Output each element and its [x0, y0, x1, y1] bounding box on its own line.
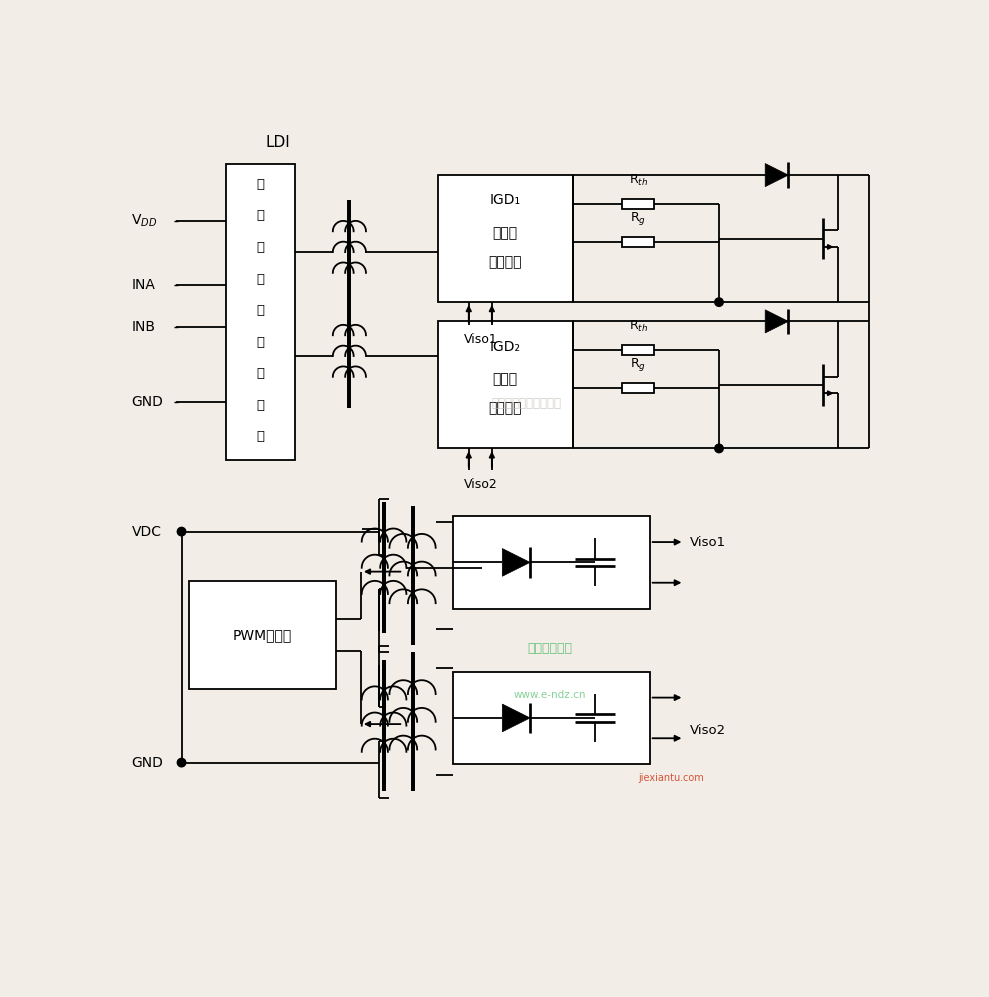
Text: 逻: 逻	[257, 177, 265, 190]
Text: Viso1: Viso1	[689, 535, 726, 548]
Bar	[622, 384, 655, 394]
Text: R$_{th}$: R$_{th}$	[629, 173, 648, 188]
Text: 智能栋: 智能栋	[493, 372, 518, 386]
Bar	[622, 345, 655, 355]
Text: 接: 接	[257, 399, 265, 412]
Text: 动: 动	[257, 304, 265, 317]
Circle shape	[177, 527, 186, 535]
Polygon shape	[502, 704, 530, 732]
Polygon shape	[502, 548, 530, 576]
Text: PWM振荡器: PWM振荡器	[232, 628, 292, 642]
Bar	[189, 581, 335, 689]
Bar	[622, 198, 655, 208]
Text: 电: 电	[257, 336, 265, 349]
Text: Viso2: Viso2	[464, 478, 497, 491]
Bar	[438, 175, 573, 302]
Circle shape	[715, 298, 723, 306]
Text: 口: 口	[257, 431, 265, 444]
Text: VDC: VDC	[132, 524, 161, 538]
Text: 路: 路	[257, 367, 265, 380]
Bar	[622, 237, 655, 247]
Text: IGD₂: IGD₂	[490, 340, 521, 354]
Polygon shape	[765, 310, 788, 333]
Text: GND: GND	[132, 756, 163, 770]
Text: Viso2: Viso2	[689, 724, 726, 737]
Text: www.e-ndz.cn: www.e-ndz.cn	[513, 690, 585, 700]
Text: V$_{DD}$: V$_{DD}$	[132, 213, 157, 229]
Text: LDI: LDI	[265, 136, 290, 151]
Text: 极驱动器: 极驱动器	[489, 255, 522, 269]
Bar	[453, 516, 650, 608]
Text: R$_{g}$: R$_{g}$	[630, 209, 646, 226]
Circle shape	[177, 759, 186, 767]
Text: Viso1: Viso1	[464, 333, 497, 346]
Text: INB: INB	[132, 320, 155, 334]
Text: .com: .com	[680, 773, 704, 783]
Bar	[226, 164, 296, 460]
Text: 杭州将睢科技有限公司: 杭州将睢科技有限公司	[492, 397, 562, 411]
Text: R$_{g}$: R$_{g}$	[630, 356, 646, 373]
Text: 电子电路图站: 电子电路图站	[527, 642, 572, 655]
Text: 与: 与	[257, 241, 265, 254]
Text: 辑: 辑	[257, 209, 265, 222]
Text: jiexiantu: jiexiantu	[638, 773, 680, 783]
Text: 智能栋: 智能栋	[493, 226, 518, 240]
Bar	[438, 321, 573, 449]
Text: GND: GND	[132, 395, 163, 409]
Text: 极驱动器: 极驱动器	[489, 402, 522, 416]
Text: INA: INA	[132, 278, 155, 292]
Bar	[453, 672, 650, 764]
Text: IGD₁: IGD₁	[490, 193, 521, 207]
Text: R$_{th}$: R$_{th}$	[629, 319, 648, 334]
Circle shape	[715, 445, 723, 453]
Polygon shape	[765, 164, 788, 186]
Text: 驱: 驱	[257, 272, 265, 285]
